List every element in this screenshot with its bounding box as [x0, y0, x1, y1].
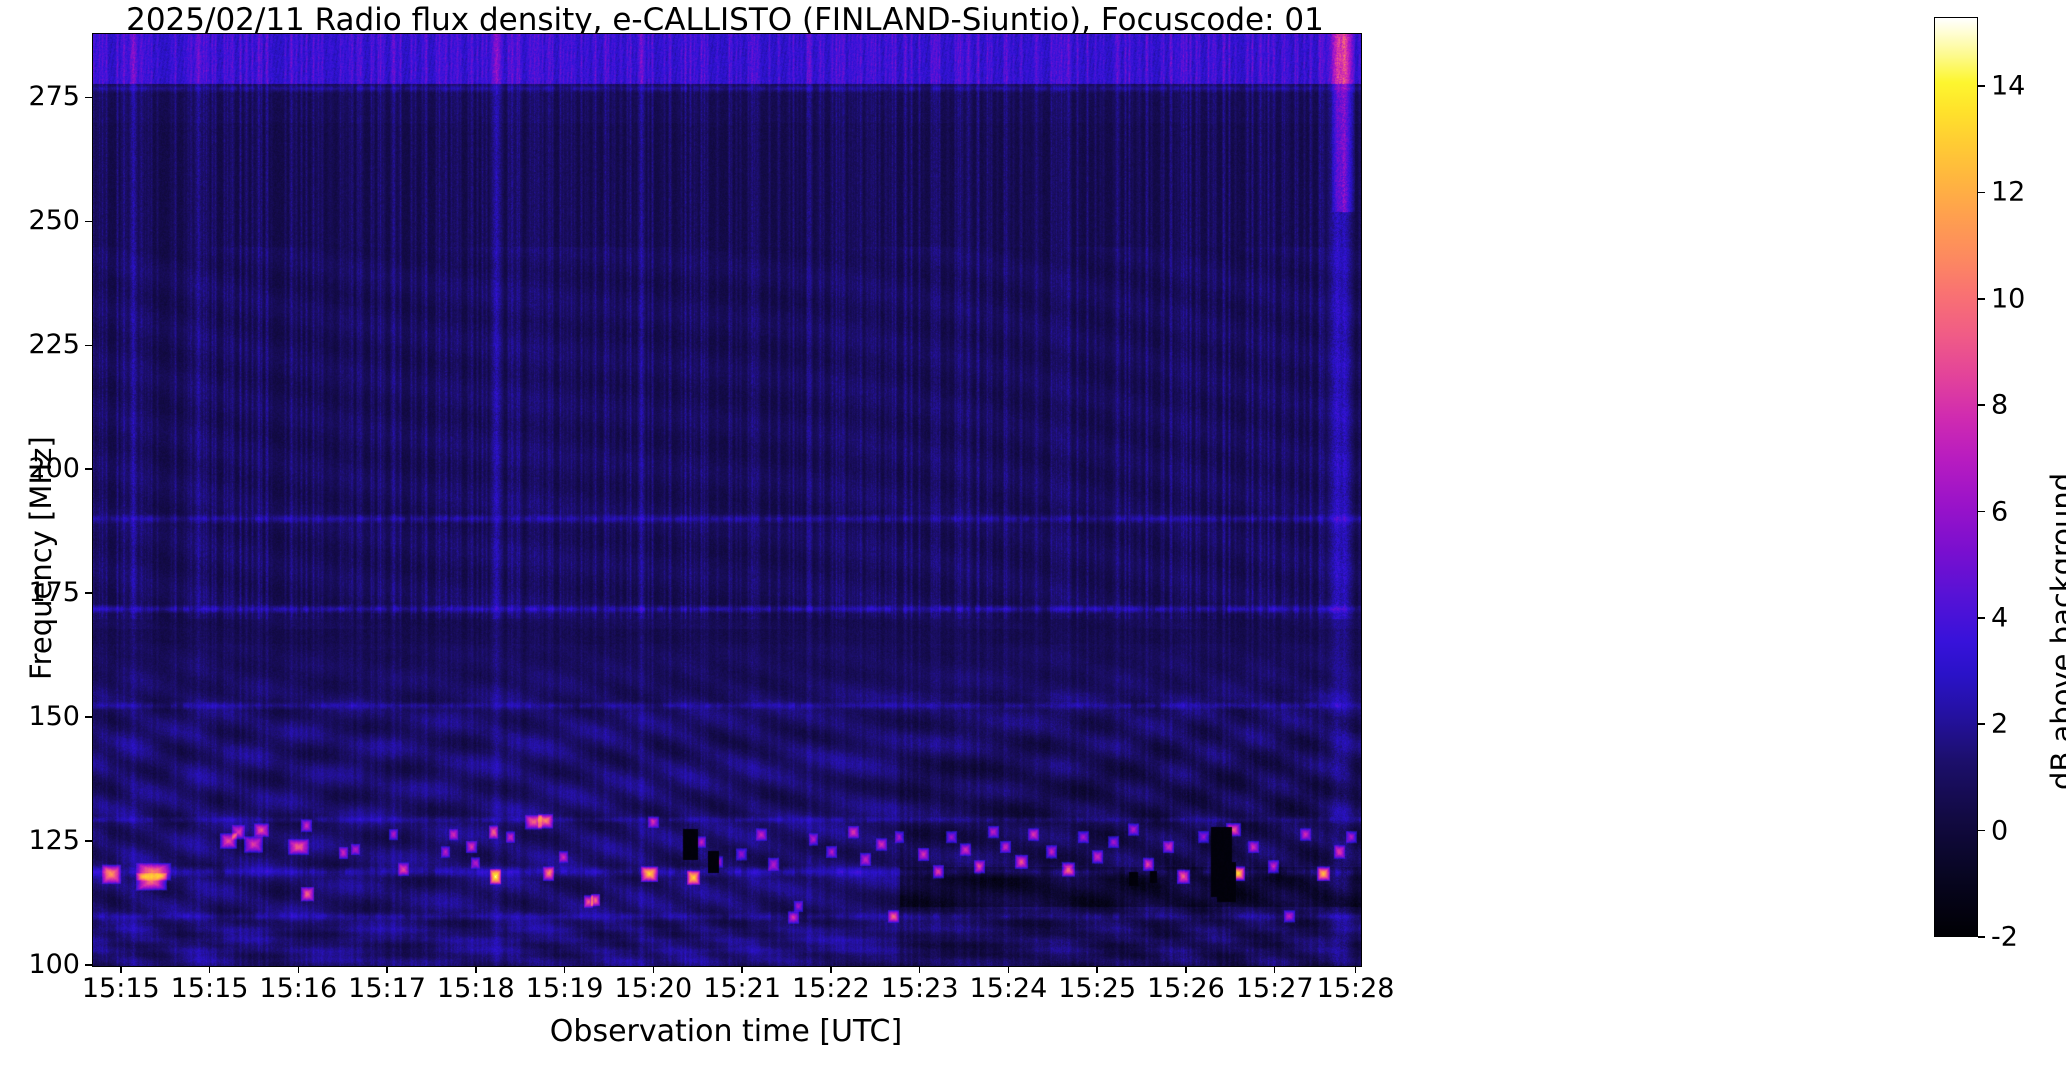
- y-tick-label: 150: [28, 701, 80, 733]
- colorbar-tick-label: 4: [1991, 602, 2009, 634]
- x-tick-mark: [830, 966, 832, 973]
- x-tick-label: 15:27: [1235, 973, 1314, 1004]
- y-tick-label: 250: [28, 205, 80, 237]
- y-tick-mark: [85, 840, 92, 842]
- spectrogram-image: [93, 34, 1361, 966]
- colorbar-tick-mark: [1978, 936, 1985, 938]
- x-tick-label: 15:24: [969, 973, 1048, 1004]
- x-tick-mark: [386, 966, 388, 973]
- x-tick-mark: [297, 966, 300, 973]
- colorbar-tick-label: 14: [1991, 70, 2026, 102]
- colorbar-tick-mark: [1978, 617, 1985, 619]
- x-tick-label: 15:28: [1316, 973, 1395, 1004]
- x-tick-label: 15:15: [81, 973, 160, 1004]
- x-tick-mark: [119, 966, 122, 973]
- y-tick-mark: [85, 96, 92, 99]
- x-axis-label: Observation time [UTC]: [549, 1014, 903, 1049]
- colorbar-label: dB above background: [2045, 472, 2066, 790]
- x-tick-mark: [1273, 966, 1276, 973]
- y-tick-label: 175: [28, 577, 80, 609]
- x-tick-mark: [1354, 966, 1357, 973]
- colorbar-tick-label: -2: [1991, 921, 2018, 953]
- colorbar-tick-mark: [1978, 85, 1985, 87]
- colorbar-tick-mark: [1978, 298, 1985, 300]
- x-tick-mark: [563, 966, 566, 973]
- y-tick-mark: [85, 344, 92, 347]
- page-title: 2025/02/11 Radio flux density, e-CALLIST…: [126, 2, 1324, 38]
- x-tick-label: 15:20: [614, 973, 693, 1004]
- y-tick-mark: [85, 220, 92, 223]
- x-tick-label: 15:17: [348, 973, 426, 1004]
- y-tick-mark: [85, 592, 92, 594]
- colorbar-tick-mark: [1978, 829, 1985, 832]
- colorbar-tick-label: 2: [1991, 708, 2009, 740]
- x-tick-label: 15:25: [1058, 973, 1137, 1004]
- y-tick-label: 275: [28, 81, 80, 113]
- colorbar-tick-mark: [1978, 191, 1985, 194]
- colorbar-tick-label: 8: [1991, 389, 2009, 421]
- x-tick-mark: [1007, 966, 1010, 973]
- x-tick-label: 15:26: [1146, 973, 1225, 1004]
- x-tick-mark: [1185, 966, 1187, 973]
- spectrogram-plot-area: [92, 33, 1362, 967]
- y-tick-mark: [85, 716, 92, 718]
- x-tick-mark: [741, 966, 743, 973]
- colorbar-tick-label: 10: [1991, 283, 2026, 315]
- colorbar-tick-label: 0: [1991, 815, 2009, 847]
- x-tick-mark: [475, 966, 477, 973]
- y-tick-label: 200: [28, 453, 80, 485]
- x-tick-label: 15:19: [525, 973, 604, 1004]
- colorbar-tick-label: 12: [1991, 176, 2026, 208]
- colorbar: [1934, 17, 1978, 937]
- y-tick-label: 100: [28, 949, 80, 980]
- x-tick-label: 15:18: [436, 973, 515, 1004]
- x-tick-label: 15:23: [880, 973, 959, 1004]
- x-tick-label: 15:22: [791, 973, 870, 1004]
- x-tick-label: 15:15: [170, 973, 249, 1004]
- colorbar-tick-mark: [1978, 510, 1985, 513]
- x-tick-label: 15:21: [703, 973, 781, 1004]
- x-tick-mark: [918, 966, 921, 973]
- x-tick-label: 15:16: [259, 973, 338, 1004]
- y-tick-label: 125: [28, 825, 80, 857]
- y-tick-mark: [85, 468, 92, 471]
- x-tick-mark: [208, 966, 211, 973]
- x-tick-mark: [1096, 966, 1098, 973]
- y-tick-label: 225: [28, 329, 80, 361]
- colorbar-tick-mark: [1978, 404, 1985, 406]
- y-tick-mark: [85, 964, 92, 966]
- colorbar-tick-mark: [1978, 723, 1985, 726]
- colorbar-tick-label: 6: [1991, 496, 2009, 528]
- x-tick-mark: [652, 966, 655, 973]
